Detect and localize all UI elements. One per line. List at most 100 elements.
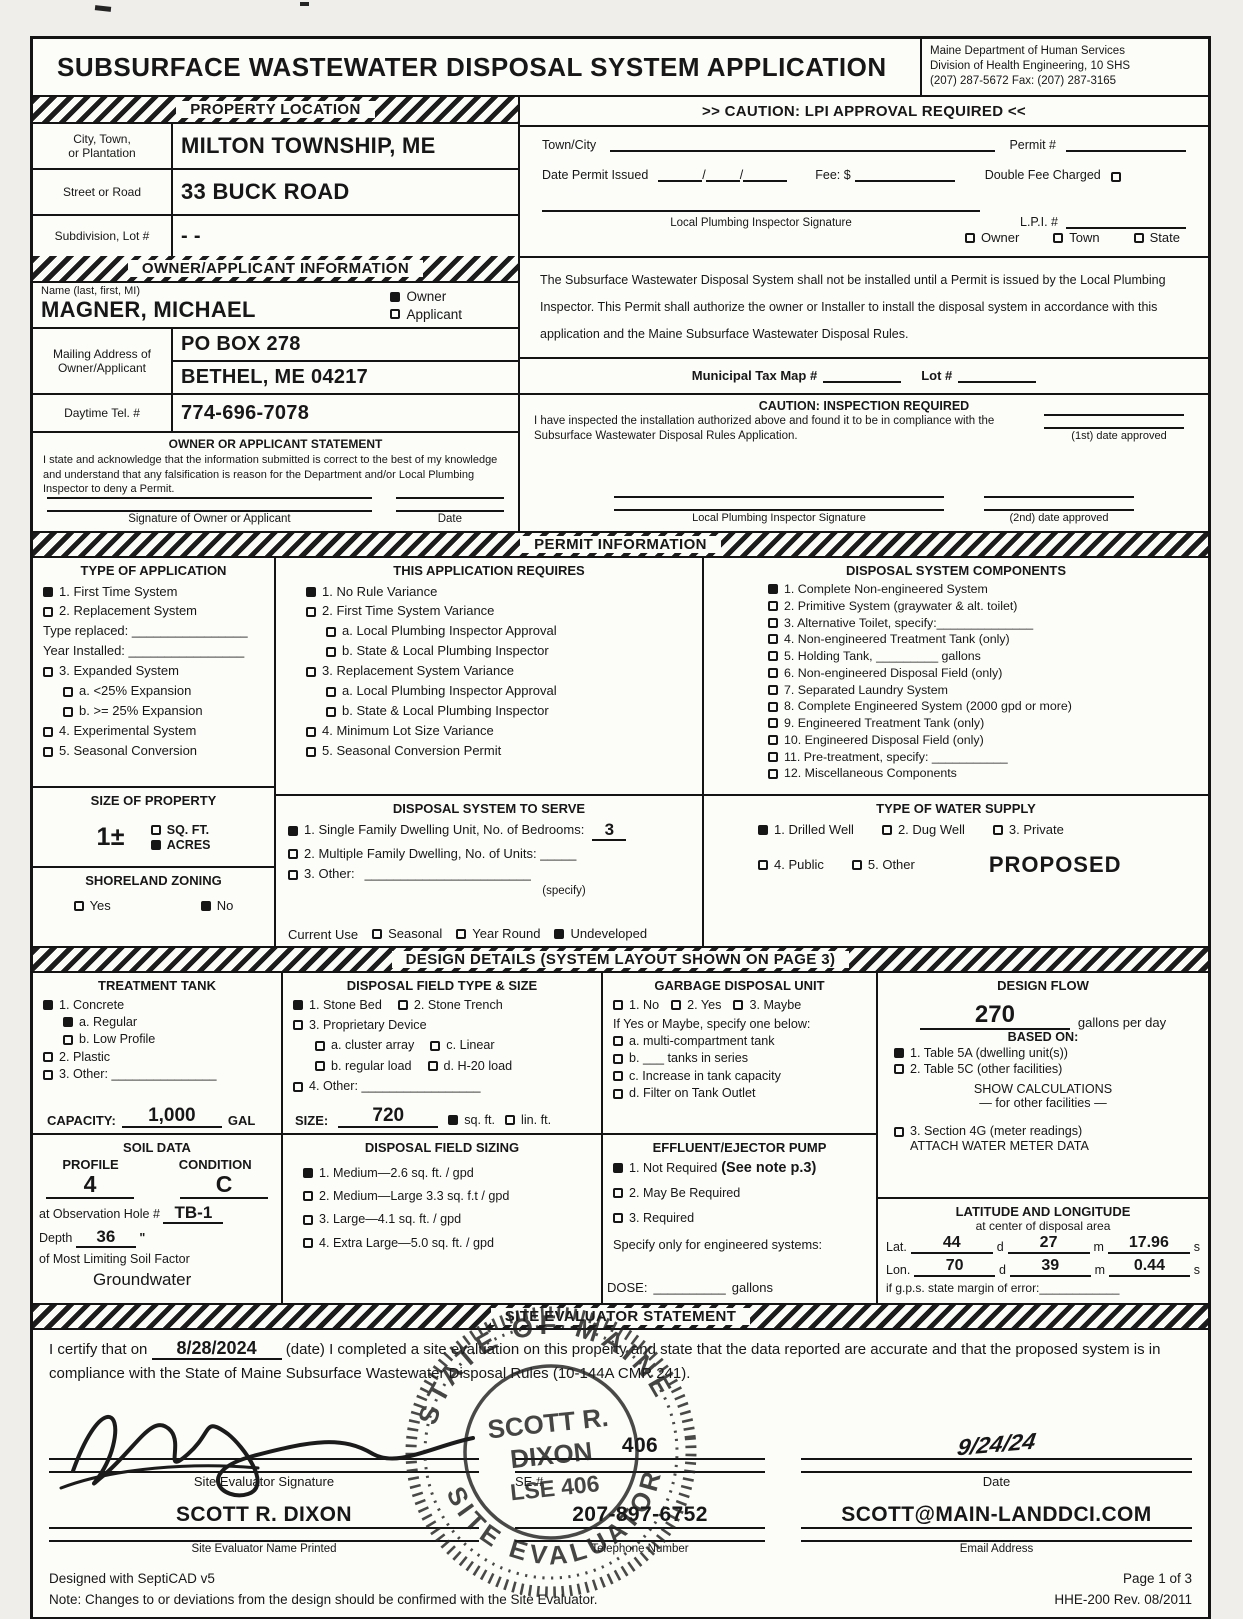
owner-signature-label: Signature of Owner or Applicant	[128, 512, 291, 525]
current-use-option: Year Round	[456, 925, 541, 942]
checkbox-label: b. ___ tanks in series	[629, 1051, 749, 1066]
telephone-row: Daytime Tel. # 774-696-7078	[33, 395, 518, 433]
field-option: d. H-20 load	[427, 1059, 512, 1073]
checkbox-row: 3. Large—4.1 sq. ft. / gpd	[303, 1212, 591, 1226]
requires-list: 1. No Rule Variance 2. First Time System…	[276, 580, 702, 794]
checkbox-label: 3. Large—4.1 sq. ft. / gpd	[319, 1212, 462, 1227]
checkbox-row: 5. Seasonal Conversion	[43, 743, 264, 759]
checkbox-row: 1. First Time System	[43, 584, 264, 600]
size-unit-option: lin. ft.	[505, 1113, 551, 1127]
inspection-text: I have inspected the installation author…	[534, 414, 995, 443]
section-4g-checkbox	[894, 1126, 904, 1137]
garbage-list: a. multi-compartment tank b. ___ tanks i…	[613, 1034, 866, 1101]
checkbox	[613, 1053, 623, 1064]
first-date-approved-label: (1st) date approved	[1071, 429, 1167, 442]
checkbox-label: d. Filter on Tank Outlet	[629, 1086, 756, 1101]
property-location-band: PROPERTY LOCATION	[33, 97, 518, 124]
single-family-checkbox	[288, 825, 298, 836]
checkbox-row: 3. Replacement System Variance	[306, 663, 692, 679]
based-on-label: BASED ON:	[1007, 1029, 1079, 1044]
subdivision-value: - -	[181, 224, 201, 247]
checkbox-label: 1. Complete Non-engineered System	[784, 582, 988, 597]
size-label: SIZE:	[295, 1112, 329, 1128]
se-number-label: SE #	[515, 1474, 544, 1490]
checkbox-row: a. multi-compartment tank	[613, 1034, 866, 1048]
application-requires-column: THIS APPLICATION REQUIRES 1. No Rule Var…	[276, 557, 704, 946]
telephone-label: Daytime Tel. #	[33, 395, 173, 431]
checkbox	[326, 706, 336, 717]
checkbox	[306, 606, 316, 617]
owner-name-row: Name (last, first, MI) MAGNER, MICHAEL O…	[33, 283, 518, 329]
garbage-option-label: 3. Maybe	[749, 997, 802, 1012]
current-use-option-label: Year Round	[472, 925, 541, 941]
checkbox	[306, 666, 316, 677]
water-supply-title: TYPE OF WATER SUPPLY	[876, 800, 1036, 816]
checkbox	[768, 617, 778, 628]
agency-block: Maine Department of Human Services Divis…	[922, 39, 1208, 95]
name-label: Name (last, first, MI)	[41, 285, 141, 297]
longitude-row: Lon. 70 d 39 m 0.44 s	[886, 1256, 1200, 1277]
checkbox-row: Year Installed: ________________	[43, 643, 264, 659]
checkbox-label: b. >= 25% Expansion	[79, 703, 203, 719]
checkbox	[43, 746, 53, 757]
checkbox	[768, 668, 778, 678]
field-sizing-box: DISPOSAL FIELD SIZING 1. Medium—2.6 sq. …	[283, 1132, 601, 1303]
checkbox	[43, 666, 53, 677]
checkbox	[306, 587, 316, 598]
field-checkbox	[315, 1040, 325, 1051]
field-sizing-list: 1. Medium—2.6 sq. ft. / gpd 2. Medium—La…	[283, 1157, 601, 1264]
dose-unit: gallons	[731, 1279, 773, 1295]
checkbox-label: 11. Pre-treatment, specify: ___________	[784, 749, 1008, 764]
shoreland-label: Yes	[89, 897, 111, 913]
checkbox-row: 12. Miscellaneous Components	[768, 766, 1198, 780]
checkbox-label: 2. Medium—Large 3.3 sq. f.t / gpd	[319, 1189, 510, 1204]
field-row1: 1. Stone Bed 2. Stone Trench	[293, 995, 591, 1015]
checkbox	[613, 1188, 623, 1199]
checkbox	[63, 1034, 73, 1045]
applicant-checkbox	[390, 309, 401, 320]
type-of-application-list: 1. First Time System 2. Replacement Syst…	[33, 580, 274, 786]
owner-statement-header: OWNER OR APPLICANT STATEMENT	[168, 437, 383, 451]
checkbox	[894, 1047, 904, 1058]
field-option: 1. Stone Bed	[293, 998, 382, 1012]
shoreland-checkbox	[200, 901, 211, 912]
pump-list: 2. May Be Required 3. Required	[613, 1186, 866, 1225]
checkbox-row: 7. Separated Laundry System	[768, 683, 1198, 697]
lat-long-box: LATITUDE AND LONGITUDE at center of disp…	[878, 1196, 1208, 1303]
field-checkbox	[315, 1061, 325, 1072]
checkbox-label: a. Local Plumbing Inspector Approval	[342, 683, 557, 699]
checkbox-row: 1. Medium—2.6 sq. ft. / gpd	[303, 1166, 591, 1180]
shoreland-option-row: No	[200, 898, 233, 914]
deviation-note: Note: Changes to or deviations from the …	[49, 1591, 598, 1607]
lpi-option-row: State	[1133, 230, 1180, 246]
gps-margin-label: if g.p.s. state margin of error:________…	[886, 1280, 1120, 1295]
other-serve-label: 3. Other:	[304, 866, 355, 882]
checkbox-row: 10. Engineered Disposal Field (only)	[768, 733, 1198, 747]
dose-label: DOSE:	[607, 1279, 648, 1295]
disposal-field-box: DISPOSAL FIELD TYPE & SIZE 1. Stone Bed	[283, 973, 601, 1133]
checkbox	[768, 634, 778, 645]
field-other-row: 4. Other: _________________	[293, 1079, 591, 1093]
disposal-components-column: DISPOSAL SYSTEM COMPONENTS 1. Complete N…	[704, 558, 1208, 946]
lpi-option-row: Town	[1053, 230, 1100, 246]
subdivision-row: Subdivision, Lot # - -	[33, 216, 518, 256]
checkbox-label: 4. Non-engineered Treatment Tank (only)	[784, 632, 1010, 647]
checkbox-row: 1. Table 5A (dwelling unit(s))	[894, 1046, 1198, 1060]
checkbox-row: 9. Engineered Treatment Tank (only)	[768, 716, 1198, 730]
field-option: c. Linear	[430, 1038, 495, 1052]
checkbox	[768, 751, 778, 762]
street-value: 33 BUCK ROAD	[181, 179, 350, 204]
permit-paragraph: The Subsurface Wastewater Disposal Syste…	[520, 255, 1208, 357]
checkbox-row: 4. Experimental System	[43, 723, 264, 739]
pump-title: EFFLUENT/EJECTOR PUMP	[652, 1139, 827, 1155]
checkbox-label: 3. Alternative Toilet, specify:_________…	[784, 615, 1034, 630]
owner-date-label: Date	[437, 512, 463, 525]
evaluator-name-value: SCOTT R. DIXON	[176, 1503, 352, 1527]
tax-map-label: Municipal Tax Map #	[691, 368, 818, 384]
shoreland-zoning-box: SHORELAND ZONING Yes No	[33, 865, 274, 946]
fee-label: Fee: $	[815, 168, 851, 182]
water-option-label: 3. Private	[1008, 821, 1064, 837]
checkbox-row: 2. Primitive System (graywater & alt. to…	[768, 599, 1198, 613]
checkbox-label: 9. Engineered Treatment Tank (only)	[784, 716, 985, 731]
city-label: City, Town, or Plantation	[33, 124, 173, 168]
